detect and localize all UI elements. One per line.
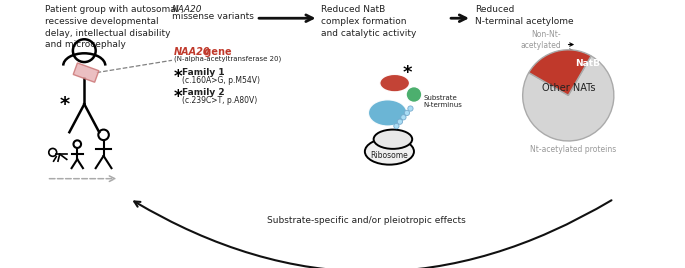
- Text: *: *: [174, 88, 182, 106]
- Circle shape: [406, 87, 422, 102]
- Text: NAA20: NAA20: [172, 5, 203, 14]
- Text: Substrate
N-terminus: Substrate N-terminus: [423, 95, 462, 108]
- Text: NAA20: NAA20: [377, 79, 412, 88]
- Text: Substrate-specific and/or pleiotropic effects: Substrate-specific and/or pleiotropic ef…: [267, 216, 466, 225]
- Text: Reduced
N-terminal acetylome: Reduced N-terminal acetylome: [475, 5, 574, 26]
- Circle shape: [397, 119, 403, 124]
- Text: Family 2: Family 2: [182, 88, 225, 97]
- Text: (c.160A>G, p.M54V): (c.160A>G, p.M54V): [182, 76, 260, 85]
- Ellipse shape: [379, 74, 410, 92]
- Text: Non-Nt-
acetylated: Non-Nt- acetylated: [521, 30, 561, 50]
- Text: (c.239C>T, p.A80V): (c.239C>T, p.A80V): [182, 96, 258, 105]
- Text: Patient group with autosomal
recessive developmental
delay, intellectual disabil: Patient group with autosomal recessive d…: [45, 5, 178, 50]
- Text: NAA25: NAA25: [371, 109, 405, 117]
- Text: NatB: NatB: [575, 59, 600, 68]
- Ellipse shape: [373, 130, 412, 149]
- Circle shape: [404, 110, 410, 116]
- Text: NAA20: NAA20: [174, 47, 210, 57]
- Ellipse shape: [365, 138, 414, 165]
- Ellipse shape: [369, 100, 407, 126]
- Wedge shape: [529, 50, 591, 95]
- Text: Ribosome: Ribosome: [371, 151, 408, 159]
- Text: Other NATs: Other NATs: [542, 83, 595, 93]
- Text: Nt-acetylated proteins: Nt-acetylated proteins: [530, 145, 616, 154]
- Text: Ac: Ac: [408, 90, 420, 99]
- Text: Reduced NatB
complex formation
and catalytic activity: Reduced NatB complex formation and catal…: [321, 5, 416, 38]
- Text: *: *: [174, 68, 182, 86]
- Text: *: *: [60, 95, 70, 114]
- Circle shape: [394, 124, 399, 129]
- Wedge shape: [523, 56, 614, 141]
- Text: Family 1: Family 1: [182, 68, 225, 77]
- Text: gene: gene: [201, 47, 232, 57]
- Circle shape: [408, 106, 413, 111]
- Text: *: *: [402, 64, 412, 81]
- Text: missense variants: missense variants: [172, 12, 254, 21]
- Circle shape: [401, 115, 406, 120]
- Polygon shape: [73, 63, 99, 82]
- Text: (N-alpha-acetyltransferase 20): (N-alpha-acetyltransferase 20): [174, 55, 281, 62]
